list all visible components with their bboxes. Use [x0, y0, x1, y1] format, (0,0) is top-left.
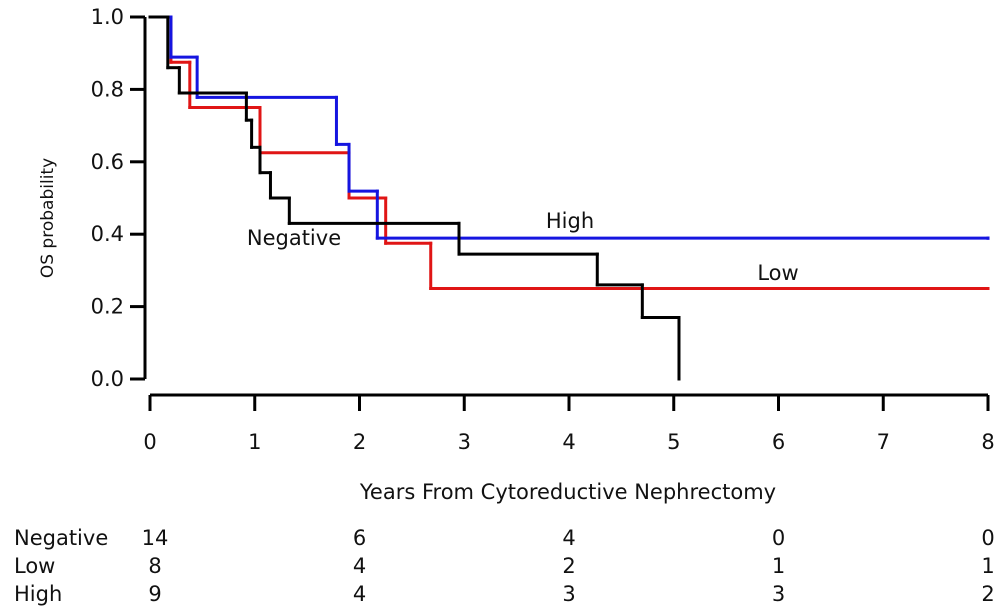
risk-count: 1 [772, 554, 785, 578]
risk-count: 2 [562, 554, 575, 578]
risk-count: 4 [353, 582, 366, 606]
risk-row-name: High [14, 582, 62, 606]
risk-count: 4 [562, 526, 575, 550]
curve-label: High [546, 209, 594, 233]
risk-count: 8 [148, 554, 161, 578]
x-tick-label: 7 [877, 430, 890, 454]
x-axis-label: Years From Cytoreductive Nephrectomy [359, 480, 776, 504]
risk-count: 0 [981, 526, 994, 550]
risk-count: 14 [142, 526, 169, 550]
curve-label: Negative [247, 226, 341, 250]
y-tick-label: 0.6 [91, 150, 124, 174]
risk-count: 9 [148, 582, 161, 606]
risk-count: 0 [772, 526, 785, 550]
x-tick-label: 6 [772, 430, 785, 454]
x-tick-label: 8 [981, 430, 994, 454]
x-tick-label: 5 [667, 430, 680, 454]
curve-label: Low [757, 261, 798, 285]
risk-count: 2 [981, 582, 994, 606]
risk-count: 3 [772, 582, 785, 606]
x-tick-label: 3 [458, 430, 471, 454]
risk-row-name: Negative [14, 526, 108, 550]
x-tick-label: 2 [353, 430, 366, 454]
risk-count: 3 [562, 582, 575, 606]
risk-count: 4 [353, 554, 366, 578]
y-tick-label: 0.8 [91, 77, 124, 101]
y-tick-label: 0.4 [91, 222, 124, 246]
y-tick-label: 0.0 [91, 367, 124, 391]
risk-count: 1 [981, 554, 994, 578]
x-tick-label: 0 [143, 430, 156, 454]
y-axis-label: OS probability [38, 158, 58, 278]
x-tick-label: 1 [248, 430, 261, 454]
risk-row-name: Low [14, 554, 55, 578]
risk-count: 6 [353, 526, 366, 550]
y-tick-label: 0.2 [91, 295, 124, 319]
x-tick-label: 4 [562, 430, 575, 454]
y-tick-label: 1.0 [91, 5, 124, 29]
